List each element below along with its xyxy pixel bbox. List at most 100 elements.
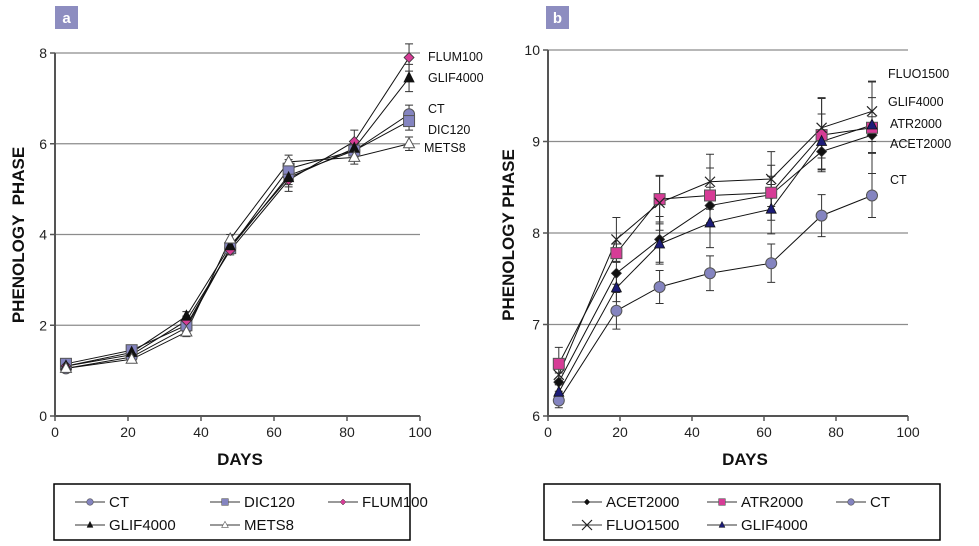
series-line-glif4000 (558, 124, 873, 393)
data-point-mets8 (125, 352, 138, 364)
markers-mets8 (59, 136, 416, 373)
data-point-glif4000 (180, 309, 193, 321)
data-point-ct (610, 304, 623, 317)
panel-b-x-axis-label: DAYS (722, 450, 768, 469)
error-bars-atr2000 (554, 81, 876, 381)
series-flum100 (65, 57, 410, 367)
legend-label-ct: CT (109, 494, 129, 511)
x-tick-label: 100 (896, 424, 920, 440)
data-point-ct (653, 280, 666, 293)
data-point-fluo1500 (610, 233, 622, 245)
y-tick-label: 8 (39, 45, 47, 61)
data-point-atr2000 (552, 357, 565, 370)
data-point-mets8 (59, 361, 73, 373)
end-label-mets8: METS8 (424, 141, 466, 155)
panel-a-x-axis-label: DAYS (217, 450, 263, 469)
data-point-ct (704, 267, 716, 280)
legend-item-mets8: METS8 (210, 517, 294, 534)
series-ct (558, 195, 873, 401)
error-bars-glif4000 (61, 63, 414, 369)
error-bars-mets8 (61, 136, 414, 372)
data-point-mets8 (180, 325, 193, 337)
data-point-glif4000 (653, 237, 666, 249)
legend-label-ct: CT (870, 494, 890, 511)
legend-marker-atr2000 (718, 498, 726, 506)
markers-ct (552, 189, 878, 407)
data-point-glif4000 (704, 216, 716, 228)
panel-b-gridlines (548, 49, 908, 326)
x-tick-label: 60 (266, 424, 282, 440)
panel-a-badge (55, 6, 78, 29)
legend-marker-acet2000 (583, 498, 591, 506)
series-line-glif4000 (65, 77, 410, 367)
data-point-glif4000 (553, 385, 565, 397)
legend-marker-glif4000 (86, 520, 94, 528)
legend-item-ct: CT (75, 494, 129, 511)
legend-item-glif4000: GLIF4000 (707, 517, 808, 534)
data-point-ct (765, 257, 778, 270)
end-label-ct: CT (890, 173, 907, 187)
panel-b-y-axis-label: PHENOLOGY PHASE (499, 149, 518, 321)
legend-item-acet2000: ACET2000 (572, 494, 679, 511)
data-point-atr2000 (653, 193, 666, 206)
y-tick-label: 7 (532, 317, 540, 333)
markers-dic120 (59, 115, 416, 370)
legend-item-glif4000: GLIF4000 (75, 517, 176, 534)
legend-item-ct: CT (836, 494, 890, 511)
legend-item-fluo1500: FLUO1500 (572, 517, 679, 534)
panel-b-series (552, 80, 878, 409)
data-point-fluo1500 (816, 122, 828, 134)
data-point-glif4000 (224, 238, 236, 251)
data-point-mets8 (347, 150, 361, 162)
series-line-atr2000 (558, 127, 873, 365)
panel-b-label: b (553, 10, 562, 27)
y-tick-label: 6 (532, 408, 540, 424)
series-line-ct (558, 195, 873, 401)
y-tick-label: 2 (39, 317, 47, 333)
x-tick-label: 40 (193, 424, 209, 440)
y-tick-label: 10 (524, 42, 540, 58)
data-point-acet2000 (610, 267, 622, 279)
panel-a-gridlines (55, 52, 420, 326)
legend-marker-fluo1500 (581, 519, 593, 531)
x-tick-label: 0 (51, 424, 59, 440)
series-line-flum100 (65, 57, 410, 367)
panel-b-x-ticks: 0 20 40 60 80 100 (544, 416, 920, 440)
x-tick-label: 80 (828, 424, 844, 440)
data-point-fluo1500 (866, 105, 878, 117)
legend-label-dic120: DIC120 (244, 494, 295, 511)
end-label-dic120: DIC120 (428, 123, 470, 137)
markers-acet2000 (553, 129, 878, 388)
legend-label-acet2000: ACET2000 (606, 494, 679, 511)
data-point-dic120 (403, 115, 416, 128)
x-tick-label: 100 (408, 424, 432, 440)
end-label-glif4000: GLIF4000 (888, 95, 944, 109)
x-tick-label: 20 (120, 424, 136, 440)
series-atr2000 (558, 127, 873, 365)
data-point-fluo1500 (553, 369, 565, 381)
data-point-atr2000 (765, 186, 778, 199)
legend-marker-dic120 (221, 498, 229, 506)
end-label-fluo1500: FLUO1500 (888, 67, 949, 81)
y-tick-label: 9 (532, 134, 540, 150)
legend-item-atr2000: ATR2000 (707, 494, 803, 511)
data-point-atr2000 (610, 247, 623, 260)
panel-b-end-labels: FLUO1500 GLIF4000 ATR2000 ACET2000 CT (888, 67, 951, 187)
legend-label-flum100: FLUM100 (362, 494, 428, 511)
x-tick-label: 80 (339, 424, 355, 440)
panel-a-y-ticks: 0 2 4 6 8 (39, 45, 55, 424)
data-point-mets8 (223, 231, 237, 244)
panel-b-badge (546, 6, 569, 29)
data-point-ct (866, 189, 878, 202)
legend-label-glif4000: GLIF4000 (741, 517, 808, 534)
panel-b-legend (543, 483, 941, 541)
markers-fluo1500 (553, 105, 878, 381)
markers-flum100 (60, 51, 415, 372)
data-point-glif4000 (866, 118, 878, 130)
data-point-glif4000 (403, 71, 415, 83)
markers-atr2000 (552, 121, 878, 370)
legend-label-mets8: METS8 (244, 517, 294, 534)
panel-a-legend-items: CT DIC120 FLUM100 GLIF4000 METS8 (75, 494, 428, 534)
data-point-acet2000 (816, 145, 828, 158)
